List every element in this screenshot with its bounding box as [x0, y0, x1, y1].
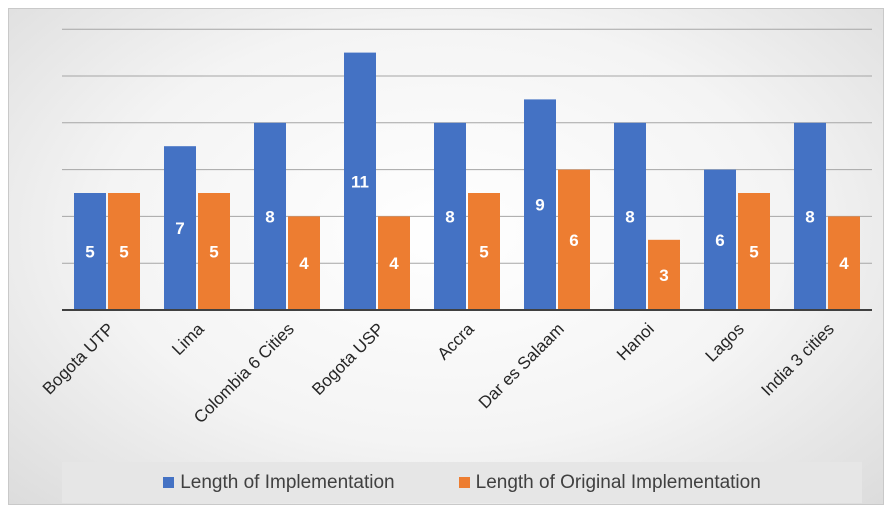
data-label: 6	[715, 231, 724, 250]
x-tick-label: Hanoi	[613, 319, 658, 364]
x-tick-label: Lagos	[702, 319, 748, 365]
data-label: 8	[805, 207, 814, 226]
data-label: 8	[445, 207, 454, 226]
data-label: 5	[209, 243, 218, 262]
legend: Length of Implementation Length of Origi…	[62, 462, 862, 503]
data-label: 4	[389, 254, 399, 273]
bars: 5 5 7 5 8 4 11 4 8 5 9 6 8 3 6 5 8 4	[74, 53, 860, 310]
data-label: 8	[265, 207, 274, 226]
data-label: 9	[535, 196, 544, 215]
x-tick-label: Accra	[434, 319, 479, 364]
data-label: 11	[351, 172, 369, 191]
data-label: 4	[839, 254, 849, 273]
x-tick-label: Bogota USP	[308, 319, 388, 399]
x-tick-label: Bogota UTP	[39, 319, 118, 398]
legend-item-original-implementation: Length of Original Implementation	[459, 472, 761, 494]
data-label: 5	[479, 243, 488, 262]
legend-swatch-original-implementation	[459, 477, 470, 488]
data-label: 3	[659, 266, 668, 285]
x-tick-label: Dar es Salaam	[475, 319, 568, 412]
data-label: 6	[569, 231, 578, 250]
data-label: 5	[749, 243, 758, 262]
data-label: 8	[625, 207, 634, 226]
data-label: 5	[119, 243, 128, 262]
legend-item-implementation: Length of Implementation	[163, 472, 394, 494]
x-tick-label: India 3 cities	[758, 319, 838, 399]
legend-swatch-implementation	[163, 477, 174, 488]
legend-label-original-implementation: Length of Original Implementation	[476, 472, 761, 494]
data-label: 7	[175, 219, 184, 238]
data-label: 4	[299, 254, 309, 273]
data-label: 5	[85, 243, 94, 262]
x-tick-label: Colombia 6 Cities	[190, 319, 298, 427]
legend-label-implementation: Length of Implementation	[180, 472, 394, 494]
x-tick-label: Lima	[168, 319, 208, 359]
